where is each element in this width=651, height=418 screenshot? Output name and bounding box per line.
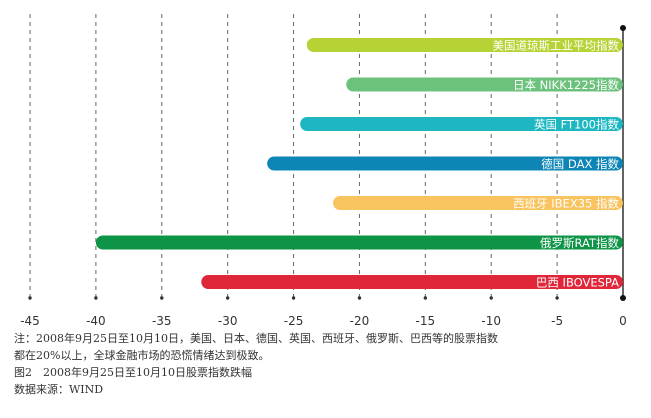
chart-notes: 注：2008年9月25日至10月10日，美国、日本、德国、英国、西班牙、俄罗斯、…	[14, 330, 634, 398]
x-tick-label: -5	[551, 314, 563, 328]
chart-grid	[28, 14, 559, 300]
x-tick-label: -40	[86, 314, 106, 328]
bar-label: 巴西 IBOVESPA	[536, 276, 619, 290]
tick-dot	[28, 296, 32, 300]
axis-top-dot	[620, 25, 626, 31]
tick-dot	[489, 296, 493, 300]
bar-label: 西班牙 IBEX35 指数	[513, 197, 619, 211]
bar-label: 日本 NIKK1225指数	[513, 78, 619, 92]
data-source: 数据来源：WIND	[14, 383, 104, 396]
x-tick-label: 0	[619, 314, 627, 328]
bar	[95, 235, 623, 250]
tick-dot	[423, 296, 428, 300]
tick-dot	[291, 296, 296, 300]
x-tick-label: -45	[20, 314, 40, 328]
tick-dot	[94, 296, 98, 300]
bar-label: 俄罗斯RAT指数	[540, 236, 620, 250]
bar-chart: -45 -40 -35 -30 -25 -20 -15 -10 -5 0 美国道琼斯工业平均指数日…	[20, 14, 627, 328]
bar-label: 美国道琼斯工业平均指数	[493, 39, 620, 53]
axis-bottom-dot	[620, 295, 626, 301]
x-tick-label: -25	[284, 314, 304, 328]
bar	[306, 38, 623, 52]
x-tick-label: -20	[350, 314, 370, 328]
tick-dot	[160, 296, 164, 300]
bar	[300, 117, 623, 131]
bar	[201, 275, 624, 289]
x-tick-label: -35	[152, 314, 172, 328]
x-tick-labels: -45 -40 -35 -30 -25 -20 -15 -10 -5 0	[20, 314, 627, 328]
bar-label: 德国 DAX 指数	[541, 157, 619, 171]
x-tick-label: -10	[481, 314, 501, 328]
x-tick-label: -15	[416, 314, 436, 328]
tick-dot	[225, 296, 230, 300]
tick-dot	[555, 296, 559, 300]
bar	[267, 156, 623, 171]
tick-dot	[357, 296, 362, 300]
x-tick-label: -30	[218, 314, 238, 328]
bar	[346, 77, 623, 92]
figure-caption: 图2 2008年9月25日至10月10日股票指数跌幅	[14, 366, 252, 379]
bar	[333, 196, 623, 210]
note-line-2: 都在20%以上，全球金融市场的恐慌情绪达到极致。	[14, 349, 270, 362]
note-line-1: 注：2008年9月25日至10月10日，美国、日本、德国、英国、西班牙、俄罗斯、…	[14, 332, 498, 345]
bar-label: 英国 FT100指数	[534, 118, 620, 132]
